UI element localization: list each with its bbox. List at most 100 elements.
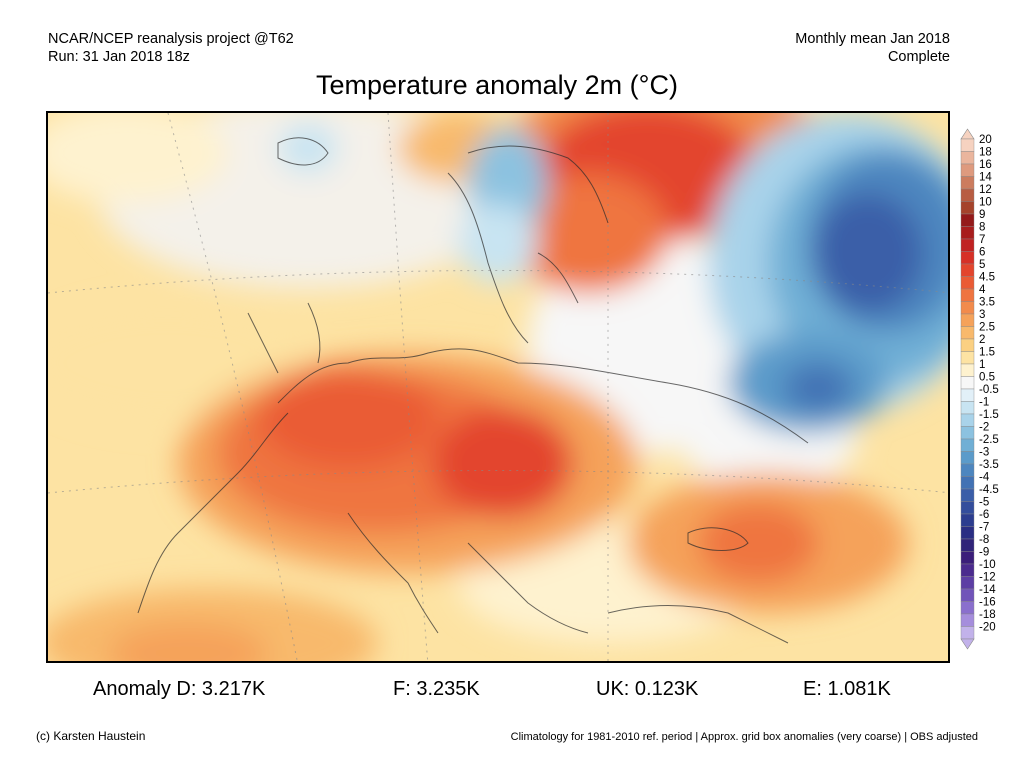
colorbar-tick-label: -20 — [979, 622, 996, 634]
anomaly-field — [48, 113, 948, 661]
map-title: Temperature anomaly 2m (°C) — [316, 70, 678, 100]
colorbar-swatch — [960, 413, 975, 427]
colorbar-arrow-top — [960, 128, 975, 140]
colorbar-swatch — [960, 176, 975, 190]
colorbar-tick-label: 4 — [979, 284, 986, 296]
colorbar-tick-label: -0.5 — [979, 384, 999, 396]
map-canvas — [48, 113, 948, 661]
colorbar-swatch — [960, 213, 975, 227]
colorbar-tick-label: 0.5 — [979, 372, 995, 384]
colorbar-tick-label: -3 — [979, 447, 989, 459]
colorbar-tick-label: -2 — [979, 422, 989, 434]
colorbar-swatch — [960, 426, 975, 440]
colorbar-tick-label: -7 — [979, 522, 989, 534]
colorbar-tick-label: 3 — [979, 309, 985, 321]
anomaly-e: E: 1.081K — [803, 678, 891, 700]
colorbar-tick-label: 20 — [979, 134, 992, 146]
colorbar-swatch — [960, 263, 975, 277]
colorbar-tick-label: 1.5 — [979, 347, 995, 359]
colorbar-tick-label: 4.5 — [979, 272, 995, 284]
colorbar-swatch — [960, 476, 975, 490]
stats-row: Anomaly D: 3.217K F: 3.235K UK: 0.123K E… — [0, 678, 1024, 708]
colorbar-swatch — [960, 463, 975, 477]
colorbar-swatch — [960, 401, 975, 415]
run-label: Run: 31 Jan 2018 18z — [48, 49, 190, 65]
colorbar-swatch — [960, 151, 975, 165]
colorbar-tick-label: 2.5 — [979, 322, 995, 334]
colorbar-swatch — [960, 313, 975, 327]
colorbar-tick-label: 12 — [979, 184, 992, 196]
anomaly-uk: UK: 0.123K — [596, 678, 699, 700]
anomaly-f: F: 3.235K — [393, 678, 480, 700]
colorbar-tick-label: -4.5 — [979, 484, 999, 496]
colorbar-swatch — [960, 551, 975, 565]
colorbar-swatch — [960, 276, 975, 290]
colorbar-swatch — [960, 351, 975, 365]
header-left: NCAR/NCEP reanalysis project @T62 Run: 3… — [48, 30, 294, 66]
colorbar-swatch — [960, 451, 975, 465]
colorbar-tick-label: 16 — [979, 159, 992, 171]
credit: (c) Karsten Haustein — [36, 729, 146, 743]
colorbar-tick-label: -1 — [979, 397, 989, 409]
colorbar-swatch — [960, 326, 975, 340]
colorbar-swatch — [960, 138, 975, 152]
colorbar-swatch — [960, 251, 975, 265]
colorbar-tick-label: -1.5 — [979, 409, 999, 421]
colorbar-swatch — [960, 201, 975, 215]
colorbar-tick-label: -3.5 — [979, 459, 999, 471]
status-label: Complete — [887, 49, 950, 65]
colorbar-tick-label: 3.5 — [979, 297, 995, 309]
colorbar-swatch — [960, 188, 975, 202]
graticule — [48, 113, 948, 661]
colorbar-swatch — [960, 363, 975, 377]
colorbar-tick-label: -10 — [979, 559, 996, 571]
colorbar-swatch — [960, 288, 975, 302]
colorbar-swatch — [960, 626, 975, 640]
colorbar-tick-label: -2.5 — [979, 434, 999, 446]
colorbar-swatch — [960, 388, 975, 402]
colorbar-tick-label: -16 — [979, 597, 996, 609]
colorbar-swatch — [960, 338, 975, 352]
colorbar-swatch — [960, 526, 975, 540]
colorbar-tick-label: 9 — [979, 209, 985, 221]
colorbar-swatch — [960, 163, 975, 177]
colorbar-tick-label: 1 — [979, 359, 985, 371]
colorbar-swatch — [960, 226, 975, 240]
colorbar-tick-label: 7 — [979, 234, 985, 246]
colorbar-tick-label: -4 — [979, 472, 990, 484]
colorbar-swatch — [960, 601, 975, 615]
anomaly-d: Anomaly D: 3.217K — [93, 678, 266, 700]
colorbar-tick-label: -5 — [979, 497, 989, 509]
colorbar-tick-label: -6 — [979, 509, 989, 521]
colorbar-swatch — [960, 513, 975, 527]
colorbar-swatch — [960, 488, 975, 502]
period-label: Monthly mean Jan 2018 — [795, 31, 950, 47]
colorbar-tick-label: -12 — [979, 572, 996, 584]
colorbar-tick-label: -18 — [979, 609, 996, 621]
header-right: Monthly mean Jan 2018 Complete — [795, 30, 950, 66]
colorbar-tick-label: -14 — [979, 584, 996, 596]
footnote: Climatology for 1981-2010 ref. period | … — [510, 731, 978, 743]
colorbar-swatch — [960, 538, 975, 552]
colorbar-swatch — [960, 301, 975, 315]
colorbar-swatch — [960, 438, 975, 452]
colorbar-swatch — [960, 501, 975, 515]
colorbar-swatch — [960, 563, 975, 577]
colorbar: 201816141210987654.543.532.521.510.5-0.5… — [960, 128, 999, 650]
colorbar-swatch — [960, 576, 975, 590]
coastlines-sharp — [137, 137, 809, 644]
anomaly-map — [46, 111, 950, 663]
colorbar-tick-label: 2 — [979, 334, 985, 346]
colorbar-tick-label: 8 — [979, 222, 985, 234]
colorbar-swatch — [960, 238, 975, 252]
colorbar-tick-label: 5 — [979, 259, 985, 271]
colorbar-tick-label: -8 — [979, 534, 989, 546]
colorbar-tick-label: 18 — [979, 147, 992, 159]
colorbar-tick-label: 14 — [979, 172, 992, 184]
colorbar-swatch — [960, 376, 975, 390]
colorbar-tick-label: 6 — [979, 247, 985, 259]
colorbar-swatch — [960, 613, 975, 627]
colorbar-tick-label: -9 — [979, 547, 989, 559]
colorbar-swatch — [960, 588, 975, 602]
model-label: NCAR/NCEP reanalysis project @T62 — [48, 31, 294, 47]
